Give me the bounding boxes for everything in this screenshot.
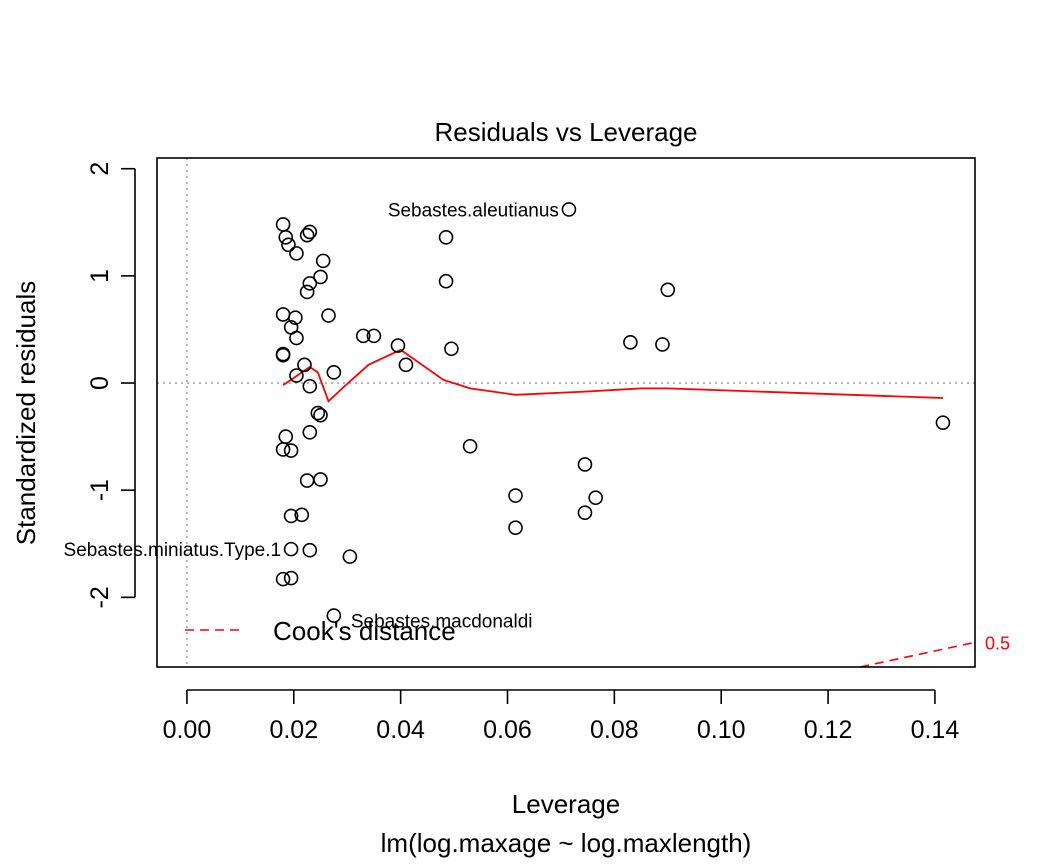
data-point: [313, 407, 328, 423]
x-tick-label: 0.04: [376, 716, 425, 744]
x-tick-label: 0.10: [697, 716, 746, 744]
data-point: [438, 229, 454, 245]
data-point: [315, 253, 331, 269]
data-point: [577, 457, 593, 472]
x-tick-label: 0.06: [483, 716, 532, 744]
data-point: [278, 429, 294, 444]
data-point: [577, 505, 593, 520]
data-point: [310, 405, 326, 421]
smoother-line: [282, 348, 943, 403]
x-tick-label: 0.02: [269, 716, 318, 744]
x-tick-label: 0.00: [163, 716, 212, 744]
point-label: Sebastes.macdonaldi: [351, 612, 533, 633]
cooks-contour-label: 0.5: [985, 633, 1010, 653]
cooks-distance-contour: [859, 641, 975, 667]
y-axis-label: Standardized residuals: [11, 281, 41, 546]
data-point: [588, 490, 603, 505]
data-point: [283, 508, 299, 524]
data-point: [313, 269, 328, 285]
data-point: [302, 542, 318, 558]
data-point: [283, 541, 299, 557]
data-point: [299, 284, 315, 300]
legend-label: Cook's distance: [273, 616, 456, 646]
data-point: [321, 308, 336, 323]
chart-title: Residuals vs Leverage: [434, 117, 697, 147]
data-point: [281, 237, 296, 253]
data-point: [297, 357, 312, 373]
data-point: [302, 425, 318, 440]
data-point: [289, 330, 304, 346]
data-point: [355, 328, 371, 344]
data-point: [275, 307, 291, 322]
data-point: [302, 276, 318, 291]
data-point: [275, 571, 291, 587]
data-point: [289, 246, 304, 261]
data-point: [398, 357, 414, 373]
point-label: Sebastes.aleutianus: [388, 200, 559, 221]
data-point: [508, 488, 523, 503]
x-tick-label: 0.12: [804, 716, 853, 744]
data-point: [660, 282, 676, 298]
data-point: [326, 608, 342, 623]
x-tick-label: 0.14: [911, 716, 960, 744]
data-point: [326, 365, 342, 380]
data-point: [935, 415, 951, 430]
y-tick-label: -1: [86, 479, 114, 501]
plot-frame: [156, 157, 976, 668]
x-axis-subtitle: lm(log.maxage ~ log.maxlength): [381, 828, 752, 858]
plot-area: 0.5 Sebastes.aleutianus Sebastes.miniatus.…: [64, 157, 1010, 744]
data-point: [444, 341, 459, 357]
data-point: [655, 337, 670, 352]
data-point: [390, 338, 406, 353]
data-point: [275, 442, 291, 457]
data-point: [283, 443, 299, 458]
data-point: [288, 310, 303, 325]
data-point: [462, 438, 478, 454]
data-point: [561, 202, 577, 217]
data-point: [313, 472, 328, 487]
data-point: [508, 520, 523, 535]
data-point: [623, 335, 638, 350]
data-point: [294, 507, 310, 523]
data-point: [299, 227, 315, 243]
data-point: [366, 328, 382, 344]
y-tick-label: 2: [86, 162, 114, 176]
data-point: [275, 347, 291, 363]
point-label: Sebastes.miniatus.Type.1: [64, 540, 282, 561]
y-tick-label: -2: [86, 586, 114, 608]
y-tick-label: 1: [86, 269, 114, 283]
data-point: [299, 473, 315, 488]
x-axis-label: Leverage: [512, 789, 620, 819]
data-point: [342, 549, 358, 564]
data-point: [302, 224, 318, 240]
x-tick-label: 0.08: [590, 716, 639, 744]
data-point: [283, 570, 299, 586]
data-point: [278, 229, 294, 245]
data-point: [438, 273, 454, 289]
data-point: [289, 368, 304, 383]
data-point: [275, 217, 291, 232]
data-point: [302, 378, 318, 394]
y-tick-label: 0: [86, 376, 114, 390]
